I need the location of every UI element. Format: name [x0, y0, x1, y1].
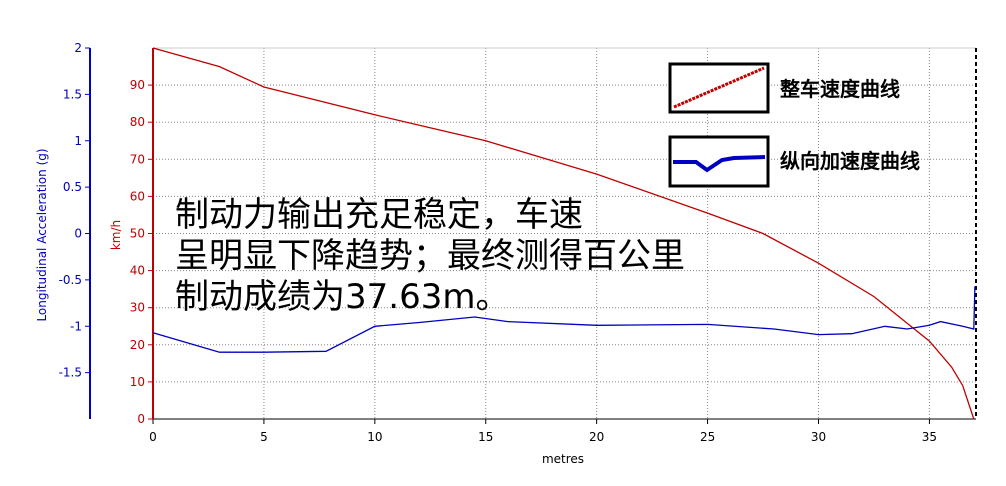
series-line	[152, 47, 975, 420]
x-tick-label: 25	[700, 430, 715, 444]
y-tick-label: 0.5	[63, 180, 82, 194]
y-axis-label: Longitudinal Acceleration (g)	[35, 148, 49, 321]
x-axis-label: metres	[542, 452, 584, 466]
y-tick-label: 0	[74, 227, 82, 241]
legend-swatch	[673, 66, 765, 109]
legend-label: 整车速度曲线	[779, 77, 900, 101]
y2-axis-label: km/h	[109, 220, 123, 250]
y2-tick-label: 80	[130, 115, 145, 129]
x-tick-label: 35	[922, 430, 937, 444]
y-tick-label: 1.5	[63, 87, 82, 101]
y2-tick-label: 70	[130, 152, 145, 166]
y2-tick-label: 40	[130, 264, 145, 278]
x-tick-label: 30	[811, 430, 826, 444]
series-line	[152, 286, 976, 353]
x-tick-label: 10	[367, 430, 382, 444]
legend-label: 纵向加速度曲线	[780, 149, 920, 173]
y2-tick-label: 10	[130, 375, 145, 389]
y-tick-label: 2	[74, 41, 82, 55]
y2-tick-label: 50	[130, 227, 145, 241]
x-tick-label: 0	[149, 430, 157, 444]
y2-tick-label: 30	[130, 301, 145, 315]
annotation: 呈明显下降趋势；最终测得百公里	[175, 236, 685, 276]
x-tick-label: 5	[260, 430, 268, 444]
y2-tick-label: 0	[137, 412, 145, 426]
y2-tick-label: 20	[130, 338, 145, 352]
y-tick-label: -1.5	[59, 366, 82, 380]
annotation: 制动成绩为37.63m。	[175, 277, 509, 317]
y2-tick-label: 90	[130, 78, 145, 92]
y-tick-label: -1	[70, 319, 82, 333]
y-tick-label: -0.5	[59, 273, 82, 287]
legend: 整车速度曲线 纵向加速度曲线	[668, 62, 920, 188]
y-tick-label: 1	[74, 134, 82, 148]
x-tick-label: 20	[589, 430, 604, 444]
legend-swatch	[673, 155, 766, 173]
x-tick-label: 15	[478, 430, 493, 444]
annotation: 制动力输出充足稳定，车速	[175, 195, 583, 235]
y2-tick-label: 60	[130, 189, 145, 203]
